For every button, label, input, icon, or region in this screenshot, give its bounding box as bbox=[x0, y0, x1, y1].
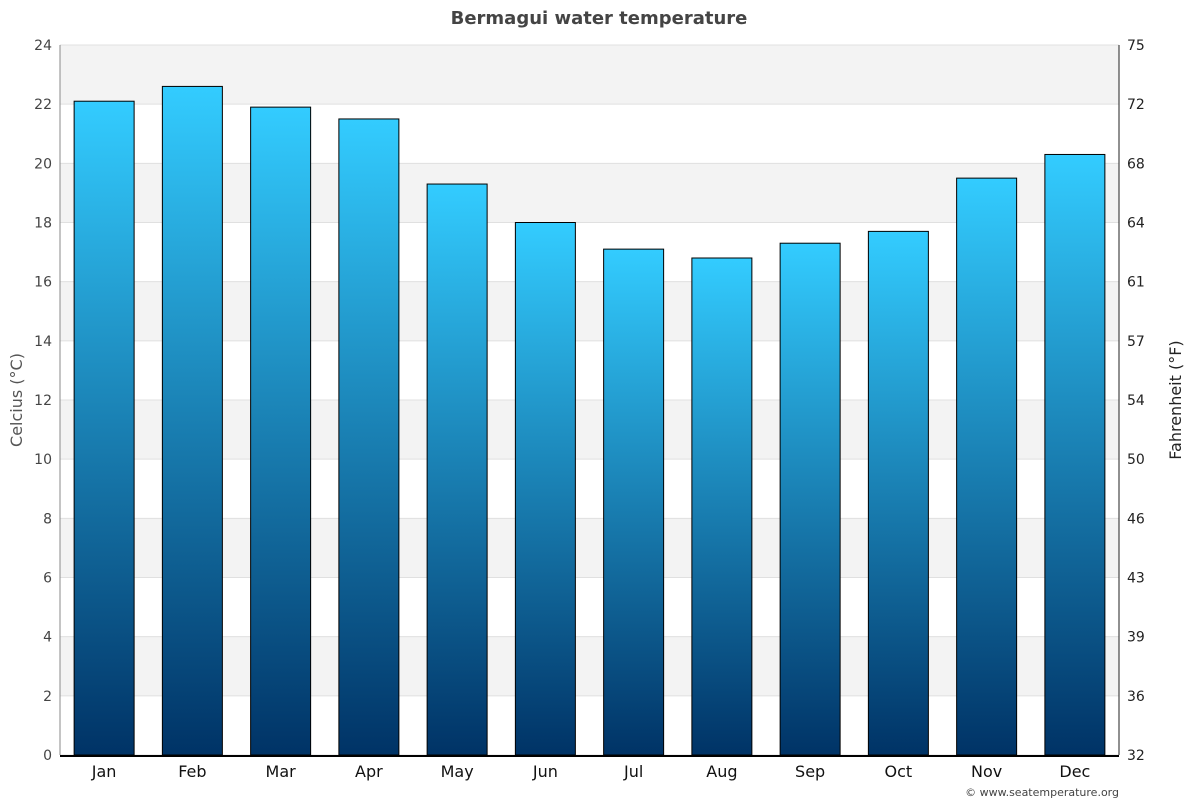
bar-feb bbox=[161, 85, 223, 756]
x-tick-label: Feb bbox=[178, 762, 206, 781]
y-tick-label-left: 20 bbox=[34, 156, 52, 172]
grid-band bbox=[60, 281, 1119, 341]
y-tick-label-left: 0 bbox=[43, 748, 52, 764]
y-tick-label-right: 39 bbox=[1127, 630, 1145, 646]
grid-band bbox=[60, 518, 1119, 578]
bar-apr bbox=[338, 118, 400, 756]
y-tick-label-left: 10 bbox=[34, 452, 52, 468]
x-tick-label: Oct bbox=[885, 762, 913, 781]
x-tick-label: Sep bbox=[795, 762, 825, 781]
y-tick-label-left: 2 bbox=[43, 689, 52, 705]
chart-title: Bermagui water temperature bbox=[451, 8, 748, 29]
y-tick-label-right: 46 bbox=[1127, 511, 1145, 527]
grid-band bbox=[60, 45, 1119, 105]
x-tick-label: Apr bbox=[355, 762, 383, 781]
x-tick-label: Jun bbox=[532, 762, 558, 781]
x-tick-label: Mar bbox=[266, 762, 297, 781]
y-tick-label-left: 12 bbox=[34, 393, 52, 409]
bar-aug bbox=[691, 257, 753, 756]
y-tick-label-left: 24 bbox=[34, 38, 52, 54]
y-tick-label-right: 54 bbox=[1127, 393, 1145, 409]
y-tick-label-right: 50 bbox=[1127, 452, 1145, 468]
y-tick-label-right: 68 bbox=[1127, 156, 1145, 172]
x-tick-label: May bbox=[441, 762, 474, 781]
bar-may bbox=[426, 183, 488, 756]
y-tick-label-right: 64 bbox=[1127, 216, 1145, 232]
bar-jul bbox=[603, 248, 665, 756]
grid-band bbox=[60, 400, 1119, 460]
bar-oct bbox=[867, 230, 929, 756]
bar-jun bbox=[514, 222, 576, 756]
y-tick-label-left: 4 bbox=[43, 630, 52, 646]
grid-band bbox=[60, 163, 1119, 223]
x-tick-label: Aug bbox=[706, 762, 737, 781]
x-tick-label: Nov bbox=[971, 762, 1002, 781]
y-tick-label-right: 61 bbox=[1127, 275, 1145, 291]
x-tick-label: Dec bbox=[1059, 762, 1090, 781]
y-tick-label-right: 43 bbox=[1127, 571, 1145, 587]
y-tick-label-left: 8 bbox=[43, 511, 52, 527]
bar-jan bbox=[73, 100, 135, 756]
x-tick-label: Jan bbox=[91, 762, 117, 781]
bar-sep bbox=[779, 242, 841, 756]
y-tick-label-left: 22 bbox=[34, 97, 52, 113]
x-tick-label: Jul bbox=[623, 762, 643, 781]
y-tick-label-right: 57 bbox=[1127, 334, 1145, 350]
y-tick-label-right: 72 bbox=[1127, 97, 1145, 113]
bar-dec bbox=[1044, 153, 1106, 756]
y-tick-label-right: 75 bbox=[1127, 38, 1145, 54]
y-axis-label-left: Celcius (°C) bbox=[7, 353, 26, 447]
y-tick-label-right: 36 bbox=[1127, 689, 1145, 705]
bar-nov bbox=[956, 177, 1018, 756]
y-tick-label-left: 6 bbox=[43, 571, 52, 587]
y-tick-label-left: 18 bbox=[34, 216, 52, 232]
grid-band bbox=[60, 636, 1119, 696]
y-tick-label-right: 32 bbox=[1127, 748, 1145, 764]
footer-credit[interactable]: © www.seatemperature.org bbox=[965, 786, 1119, 799]
y-tick-label-left: 14 bbox=[34, 334, 52, 350]
y-axis-label-right: Fahrenheit (°F) bbox=[1166, 340, 1185, 459]
bar-mar bbox=[250, 106, 312, 756]
y-tick-label-left: 16 bbox=[34, 275, 52, 291]
